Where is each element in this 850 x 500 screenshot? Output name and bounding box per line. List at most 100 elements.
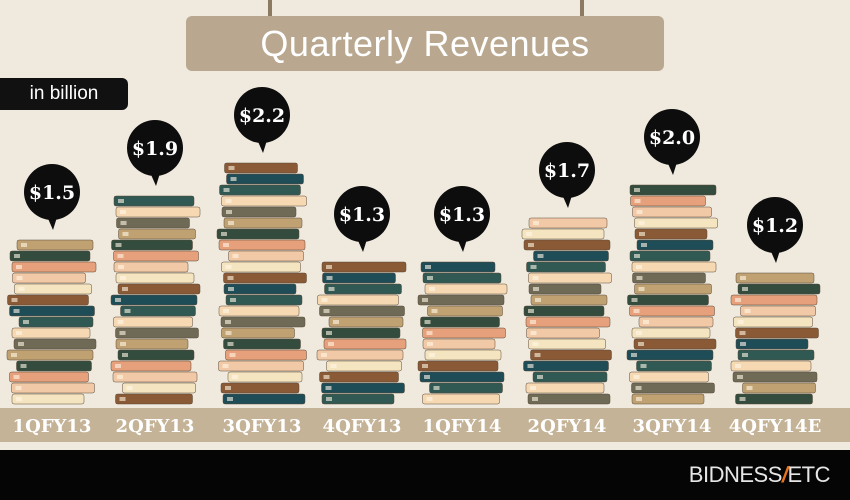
book-spine xyxy=(228,250,304,262)
book-edge xyxy=(636,265,642,269)
book-spine xyxy=(525,382,605,394)
book-spine xyxy=(321,261,407,273)
value-bubble: $1.7 xyxy=(539,142,595,208)
book-edge xyxy=(740,342,746,346)
book-edge xyxy=(744,309,751,313)
book-edge xyxy=(227,342,234,346)
bar-4QFY14E: $1.2 xyxy=(730,197,821,405)
book-spine xyxy=(737,349,815,361)
book-edge xyxy=(16,397,22,401)
book-spine xyxy=(632,206,712,218)
book-edge xyxy=(638,221,645,225)
tick-label: 1QFY13 xyxy=(13,416,92,437)
data-label: $1.3 xyxy=(439,204,485,226)
book-edge xyxy=(122,232,129,236)
book-spine xyxy=(422,327,506,339)
book-spine xyxy=(11,327,91,339)
book-spine xyxy=(9,305,95,317)
book-spine xyxy=(216,228,300,240)
value-bubble: $1.9 xyxy=(127,120,183,186)
book-spine xyxy=(113,261,189,273)
book-edge xyxy=(328,342,334,346)
book-edge xyxy=(13,375,20,379)
book-spine xyxy=(523,305,605,317)
book-spine xyxy=(7,294,89,306)
book-spine xyxy=(115,327,199,339)
footer-bar xyxy=(0,450,850,500)
book-edge xyxy=(223,243,229,247)
book-edge xyxy=(530,265,537,269)
value-bubble: $1.5 xyxy=(24,164,80,230)
book-spine xyxy=(323,338,407,350)
book-spine xyxy=(223,217,303,229)
book-spine xyxy=(223,283,297,295)
book-spine xyxy=(11,393,85,405)
bar-2QFY14: $1.7 xyxy=(521,142,612,405)
book-edge xyxy=(120,210,126,214)
tick-label: 4QFY14E xyxy=(729,416,822,437)
book-edge xyxy=(431,309,438,313)
book-spine xyxy=(527,393,611,405)
book-edge xyxy=(426,331,433,335)
value-bubble: $1.2 xyxy=(747,197,803,263)
book-edge xyxy=(326,331,332,335)
book-spine xyxy=(113,316,193,328)
book-spine xyxy=(526,261,606,273)
book-spine xyxy=(422,338,496,350)
book-spine xyxy=(631,327,711,339)
book-spine xyxy=(9,250,91,262)
book-edge xyxy=(122,287,128,291)
book-edge xyxy=(21,243,27,247)
book-edge xyxy=(640,364,647,368)
book-spine xyxy=(634,217,718,229)
book-edge xyxy=(735,298,741,302)
book-edge xyxy=(321,353,327,357)
book-spine xyxy=(11,261,97,273)
book-spine xyxy=(6,349,94,361)
book-edge xyxy=(222,364,229,368)
book-spine xyxy=(227,371,303,383)
book-spine xyxy=(219,184,301,196)
book-edge xyxy=(16,276,23,280)
book-edge xyxy=(530,331,537,335)
book-edge xyxy=(631,298,638,302)
book-spine xyxy=(113,195,195,207)
book-edge xyxy=(16,331,22,335)
data-label: $2.0 xyxy=(649,127,695,149)
book-edge xyxy=(641,243,647,247)
book-spine xyxy=(226,173,304,185)
book-spine xyxy=(319,371,399,383)
book-spine xyxy=(631,382,715,394)
book-edge xyxy=(120,342,126,346)
book-spine xyxy=(221,261,301,273)
book-edge xyxy=(537,375,543,379)
book-edge xyxy=(117,375,123,379)
unit-label: in billion xyxy=(0,78,128,110)
book-spine xyxy=(633,338,717,350)
book-spine xyxy=(117,349,195,361)
book-edge xyxy=(535,298,541,302)
book-edge xyxy=(323,309,330,313)
book-spine xyxy=(221,206,297,218)
book-edge xyxy=(526,232,532,236)
book-edge xyxy=(23,320,29,324)
x-axis-band xyxy=(0,408,850,442)
book-edge xyxy=(636,276,643,280)
book-edge xyxy=(746,386,753,390)
book-edge xyxy=(530,320,536,324)
book-edge xyxy=(230,298,236,302)
value-bubble: $1.3 xyxy=(334,186,390,252)
book-edge xyxy=(333,320,339,324)
book-spine xyxy=(742,382,816,394)
book-edge xyxy=(639,232,645,236)
book-spine xyxy=(220,316,306,328)
book-edge xyxy=(427,276,433,280)
book-edge xyxy=(223,188,230,192)
book-edge xyxy=(13,309,20,313)
book-edge xyxy=(636,210,643,214)
book-edge xyxy=(20,364,27,368)
book-edge xyxy=(634,188,640,192)
book-edge xyxy=(124,309,131,313)
book-spine xyxy=(735,327,819,339)
